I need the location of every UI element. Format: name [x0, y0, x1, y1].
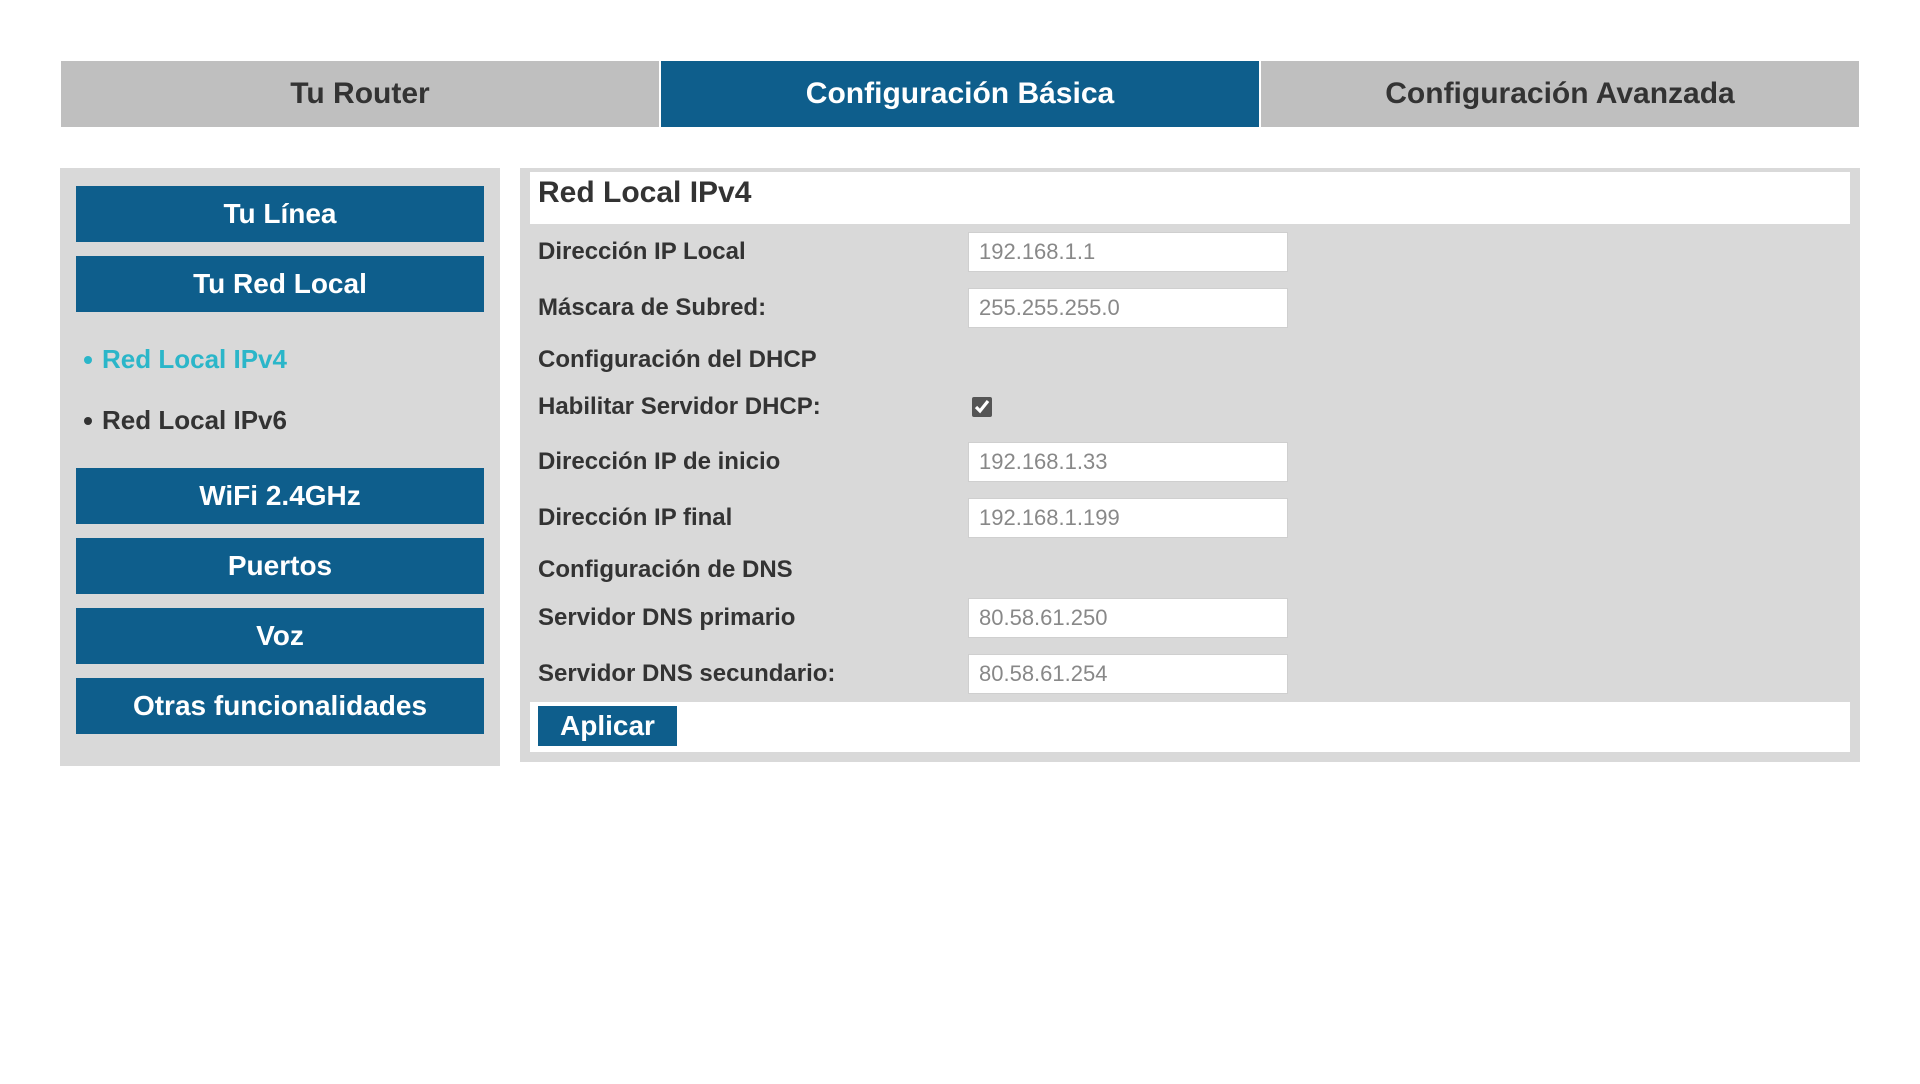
sidebar-item-tu-red-local[interactable]: Tu Red Local	[76, 256, 484, 312]
label-direccion-ip-local: Dirección IP Local	[538, 238, 968, 266]
input-dns-secundario[interactable]	[968, 654, 1288, 694]
sidebar-item-tu-linea[interactable]: Tu Línea	[76, 186, 484, 242]
label-mascara-subred: Máscara de Subred:	[538, 294, 968, 322]
form-row: Servidor DNS secundario:	[530, 646, 1850, 702]
label-ip-inicio: Dirección IP de inicio	[538, 448, 968, 476]
input-direccion-ip-local[interactable]	[968, 232, 1288, 272]
page-title: Red Local IPv4	[530, 172, 1850, 224]
input-dns-primario[interactable]	[968, 598, 1288, 638]
apply-container: Aplicar	[530, 702, 1850, 752]
label-habilitar-dhcp: Habilitar Servidor DHCP:	[538, 393, 968, 421]
top-tabs: Tu Router Configuración Básica Configura…	[60, 60, 1860, 128]
sidebar-subitem-red-local-ipv6[interactable]: Red Local IPv6	[80, 393, 480, 454]
content-panel: Red Local IPv4 Dirección IP Local Máscar…	[520, 168, 1860, 762]
checkbox-habilitar-dhcp[interactable]	[972, 397, 992, 417]
form-row: Habilitar Servidor DHCP:	[530, 380, 1850, 434]
bullet-icon	[84, 356, 92, 364]
heading-dhcp: Configuración del DHCP	[530, 336, 1850, 380]
sidebar-item-voz[interactable]: Voz	[76, 608, 484, 664]
form-row: Máscara de Subred:	[530, 280, 1850, 336]
input-ip-final[interactable]	[968, 498, 1288, 538]
apply-button[interactable]: Aplicar	[538, 706, 677, 746]
sidebar: Tu Línea Tu Red Local Red Local IPv4 Red…	[60, 168, 500, 766]
sidebar-item-wifi-2-4ghz[interactable]: WiFi 2.4GHz	[76, 468, 484, 524]
sidebar-subitem-label: Red Local IPv4	[102, 344, 287, 375]
label-ip-final: Dirección IP final	[538, 504, 968, 532]
heading-dns: Configuración de DNS	[530, 546, 1850, 590]
sidebar-subitem-label: Red Local IPv6	[102, 405, 287, 436]
sidebar-item-puertos[interactable]: Puertos	[76, 538, 484, 594]
form-row: Servidor DNS primario	[530, 590, 1850, 646]
form-row: Dirección IP de inicio	[530, 434, 1850, 490]
sidebar-subgroup-red-local: Red Local IPv4 Red Local IPv6	[76, 326, 484, 468]
tab-tu-router[interactable]: Tu Router	[60, 60, 660, 128]
tab-configuracion-avanzada[interactable]: Configuración Avanzada	[1260, 60, 1860, 128]
label-dns-primario: Servidor DNS primario	[538, 604, 968, 632]
label-dns-secundario: Servidor DNS secundario:	[538, 660, 968, 688]
sidebar-item-otras-funcionalidades[interactable]: Otras funcionalidades	[76, 678, 484, 734]
form-row: Dirección IP Local	[530, 224, 1850, 280]
sidebar-subitem-red-local-ipv4[interactable]: Red Local IPv4	[80, 332, 480, 393]
input-mascara-subred[interactable]	[968, 288, 1288, 328]
bullet-icon	[84, 417, 92, 425]
tab-configuracion-basica[interactable]: Configuración Básica	[660, 60, 1260, 128]
form-row: Dirección IP final	[530, 490, 1850, 546]
input-ip-inicio[interactable]	[968, 442, 1288, 482]
